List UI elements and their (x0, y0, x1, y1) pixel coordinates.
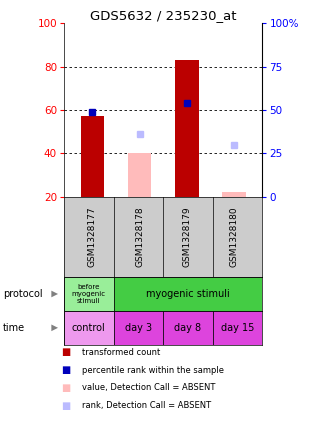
Text: percentile rank within the sample: percentile rank within the sample (82, 365, 224, 375)
Bar (114, 277, 262, 311)
Text: value, Detection Call = ABSENT: value, Detection Call = ABSENT (82, 383, 215, 393)
Text: GSM1328180: GSM1328180 (229, 206, 238, 267)
Text: rank, Detection Call = ABSENT: rank, Detection Call = ABSENT (82, 401, 211, 410)
Bar (114, 311, 163, 345)
Bar (64, 311, 114, 345)
Text: control: control (72, 323, 106, 333)
Text: transformed count: transformed count (82, 348, 160, 357)
Text: GSM1328177: GSM1328177 (88, 206, 97, 267)
Bar (64, 277, 114, 311)
Text: day 8: day 8 (174, 323, 202, 333)
Text: ■: ■ (61, 347, 70, 357)
Text: protocol: protocol (3, 289, 43, 299)
Text: ■: ■ (61, 365, 70, 375)
Text: GSM1328178: GSM1328178 (135, 206, 144, 267)
Text: GSM1328179: GSM1328179 (182, 206, 191, 267)
Text: before
myogenic
stimuli: before myogenic stimuli (72, 284, 106, 304)
Bar (81, 116, 104, 197)
Bar (163, 311, 213, 345)
Text: day 3: day 3 (125, 323, 152, 333)
Bar (128, 154, 151, 197)
Text: day 15: day 15 (221, 323, 254, 333)
Text: ■: ■ (61, 383, 70, 393)
Text: ■: ■ (61, 401, 70, 411)
Bar (213, 311, 262, 345)
Bar (222, 192, 246, 197)
Bar (175, 60, 199, 197)
Text: myogenic stimuli: myogenic stimuli (146, 289, 230, 299)
Text: time: time (3, 323, 25, 333)
Title: GDS5632 / 235230_at: GDS5632 / 235230_at (90, 9, 236, 22)
